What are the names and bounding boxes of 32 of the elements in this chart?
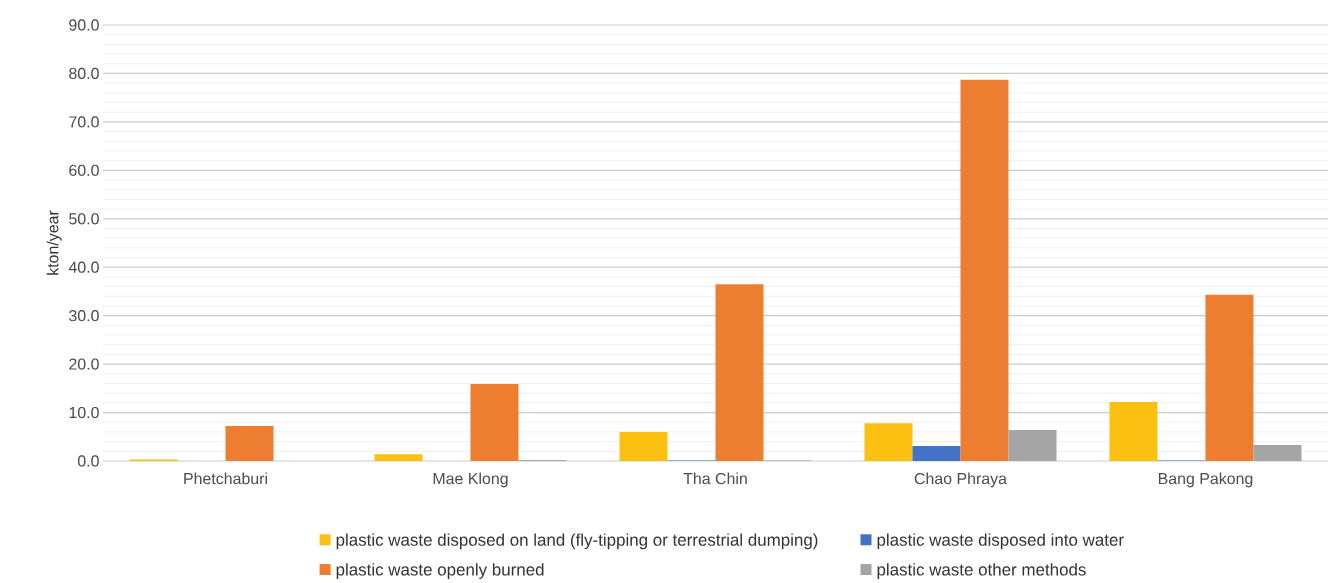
- bar: [225, 426, 274, 461]
- bar: [864, 423, 913, 461]
- y-tick-label: 70.0: [69, 116, 99, 128]
- bar: [1109, 401, 1158, 461]
- legend-label: plastic waste other methods: [877, 563, 1086, 579]
- x-tick-label: Mae Klong: [433, 472, 508, 488]
- bar: [374, 454, 423, 461]
- bar: [1008, 430, 1057, 461]
- bar: [912, 445, 961, 461]
- x-tick-label: Bang Pakong: [1158, 472, 1253, 488]
- y-tick-label: 90.0: [69, 19, 99, 31]
- legend-label: plastic waste openly burned: [336, 563, 544, 579]
- bar: [470, 383, 519, 461]
- legend-label: plastic waste disposed on land (fly-tipping or terrestrial dumping): [336, 533, 818, 550]
- x-tick-label: Chao Phraya: [914, 472, 1007, 488]
- legend-label: plastic waste disposed into water: [877, 533, 1124, 550]
- y-tick-label: 50.0: [69, 213, 99, 225]
- x-tick-label: Tha Chin: [683, 472, 747, 485]
- y-tick-label: 10.0: [69, 406, 99, 419]
- y-tick-label: 0.0: [77, 455, 99, 467]
- bar: [619, 431, 668, 461]
- y-tick-label: 20.0: [69, 358, 99, 370]
- bar: [1253, 445, 1302, 461]
- bar: [1205, 294, 1254, 461]
- y-axis-title: kton/year: [46, 210, 62, 275]
- bar: [715, 284, 764, 461]
- y-tick-label: 80.0: [69, 67, 99, 80]
- y-tick-label: 30.0: [69, 310, 99, 322]
- bar: [960, 79, 1009, 461]
- x-tick-label: Phetchaburi: [184, 472, 267, 485]
- y-tick-label: 40.0: [68, 261, 99, 273]
- y-tick-label: 60.0: [69, 164, 99, 176]
